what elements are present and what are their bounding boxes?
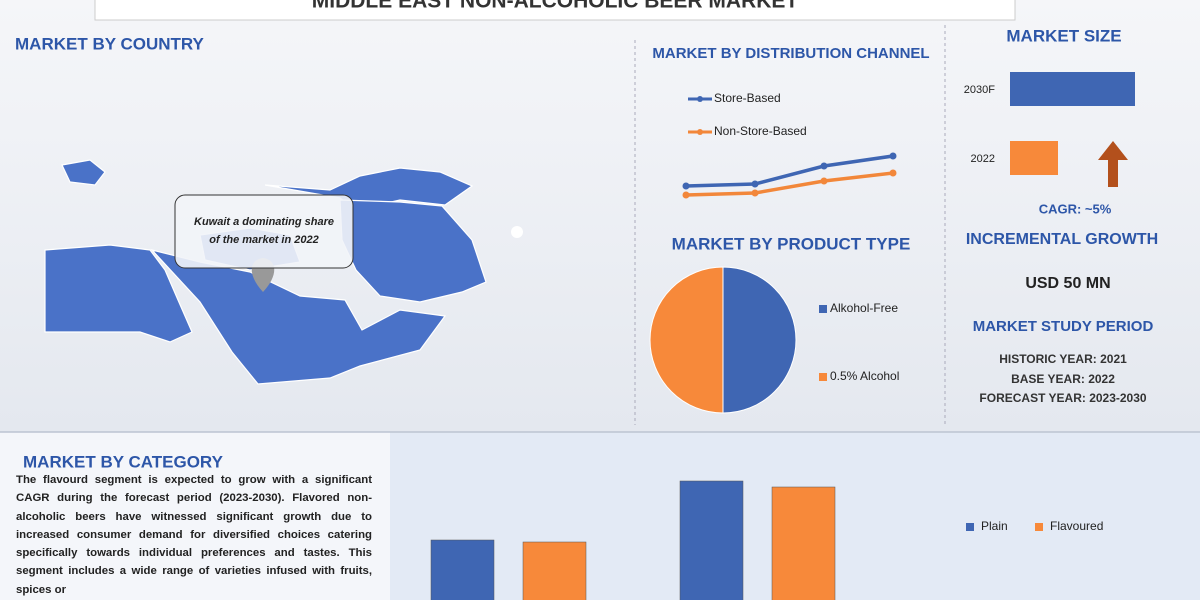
- legend-label: 0.5% Alcohol: [830, 369, 899, 383]
- bar: [771, 486, 836, 600]
- point: [682, 182, 690, 190]
- point: [682, 191, 690, 199]
- dot: [511, 226, 523, 238]
- title: MIDDLE EAST NON-ALCOHOLIC BEER MARKET: [312, 0, 799, 13]
- category-label: 2022: [971, 153, 995, 165]
- point: [751, 180, 759, 188]
- bar: [1010, 72, 1135, 106]
- incremental-value: USD 50 MN: [1025, 275, 1110, 292]
- legend-label: Flavoured: [1050, 519, 1103, 533]
- callout-box: [174, 194, 354, 269]
- point: [889, 169, 897, 177]
- legend-marker: [697, 96, 703, 102]
- title-box: [94, 0, 1016, 21]
- callout-text: Kuwait a dominating share: [194, 216, 334, 228]
- category-label: 2030F: [964, 84, 995, 96]
- legend-marker: [697, 129, 703, 135]
- legend-swatch: [966, 523, 974, 531]
- bar: [430, 539, 495, 600]
- point: [751, 189, 759, 197]
- point: [889, 152, 897, 160]
- legend-swatch: [819, 373, 827, 381]
- point: [820, 177, 828, 185]
- text-background: [0, 432, 390, 600]
- heading: MARKET BY COUNTRY: [15, 34, 205, 53]
- chart-title: MARKET BY DISTRIBUTION CHANNEL: [652, 45, 929, 62]
- line: [685, 154, 894, 188]
- legend-swatch: [819, 305, 827, 313]
- study-item: FORECAST YEAR: 2023-2030: [979, 391, 1147, 405]
- study-item: BASE YEAR: 2022: [1011, 372, 1115, 386]
- callout-text: of the market in 2022: [209, 234, 318, 246]
- cagr: CAGR: ~5%: [1039, 201, 1112, 216]
- legend-label: Plain: [981, 519, 1008, 533]
- chart-title: MARKET SIZE: [1006, 26, 1121, 45]
- legend-label: Store-Based: [714, 91, 781, 105]
- heading: INCREMENTAL GROWTH: [966, 231, 1158, 248]
- legend-label: Non-Store-Based: [714, 124, 807, 138]
- heading: MARKET STUDY PERIOD: [973, 318, 1154, 335]
- bar: [1010, 141, 1058, 175]
- line: [685, 171, 894, 197]
- chart-title: MARKET BY CATEGORY: [23, 452, 224, 471]
- bar: [679, 480, 744, 600]
- pie-slice: [722, 266, 797, 414]
- chart-title: MARKET BY PRODUCT TYPE: [672, 234, 911, 253]
- legend-swatch: [1035, 523, 1043, 531]
- study-item: HISTORIC YEAR: 2021: [999, 352, 1127, 366]
- legend-label: Alkohol-Free: [830, 301, 898, 315]
- category-text: The flavourd segment is expected to grow…: [16, 474, 372, 596]
- bar: [522, 541, 587, 600]
- growth-arrow: [1098, 141, 1128, 187]
- pie-slice: [649, 266, 724, 414]
- point: [820, 162, 828, 170]
